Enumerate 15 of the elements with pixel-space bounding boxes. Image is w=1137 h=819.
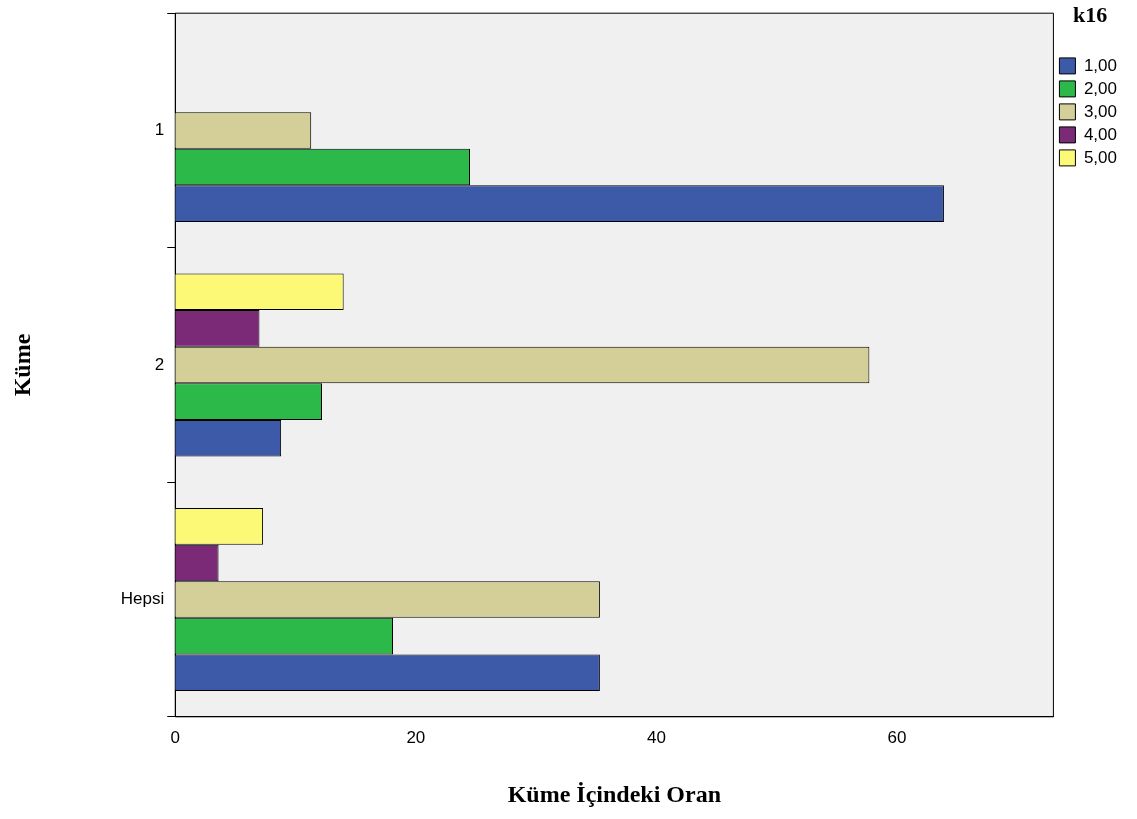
y-tick-label: Hepsi	[120, 589, 165, 609]
x-tick-label: 0	[170, 727, 180, 747]
x-tick-label: 60	[887, 727, 907, 747]
x-tick-label: 20	[406, 727, 426, 747]
y-tick-label: 2	[154, 354, 165, 374]
legend-label: 3,00	[1083, 101, 1118, 121]
legend-label: 1,00	[1083, 55, 1118, 75]
y-tick-label: 1	[154, 120, 165, 140]
legend-label: 5,00	[1083, 147, 1118, 167]
legend-title: k16	[1073, 1, 1108, 27]
legend-label: 2,00	[1083, 78, 1118, 98]
legend-label: 4,00	[1083, 124, 1118, 144]
y-axis-title: Küme	[8, 333, 35, 397]
x-axis-title: Küme İçindeki Oran	[507, 780, 722, 807]
x-tick-label: 40	[646, 727, 666, 747]
